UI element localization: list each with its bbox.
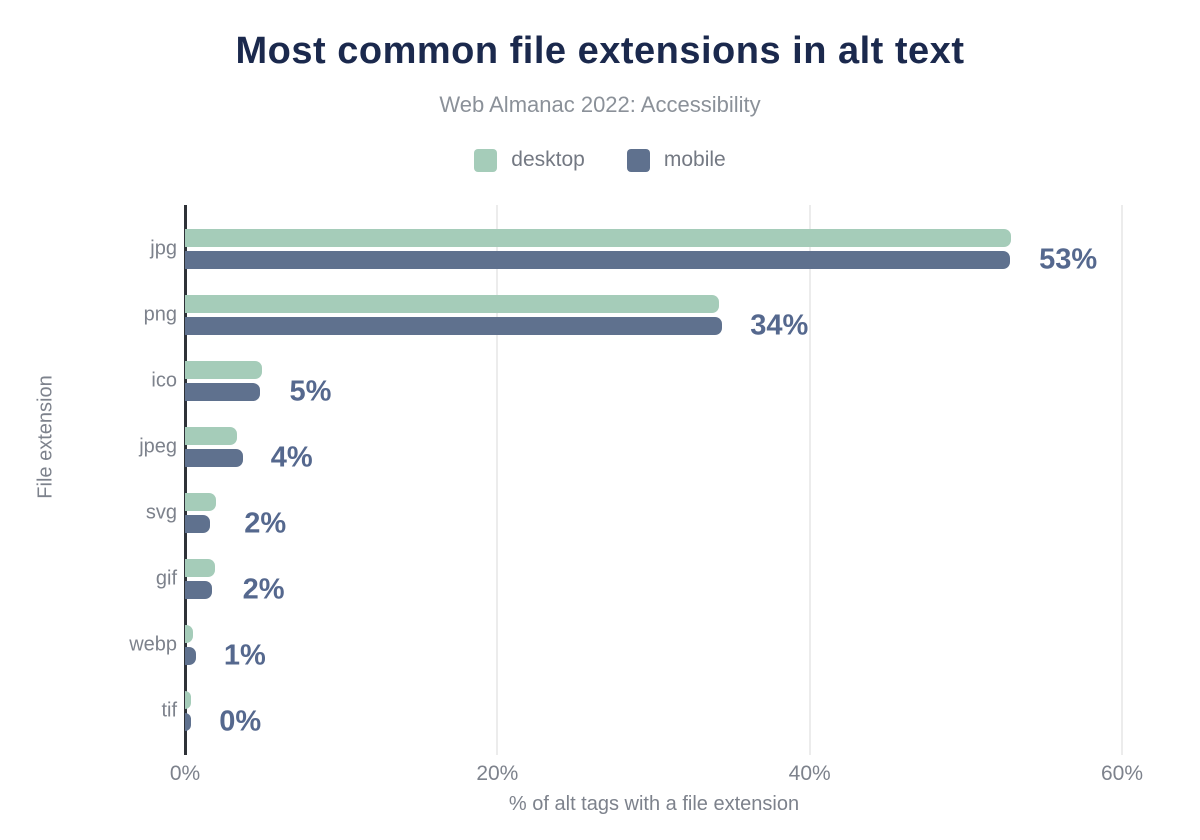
legend-item-desktop: desktop bbox=[474, 148, 585, 172]
category-label-gif: gif bbox=[155, 567, 177, 590]
value-label-ico: 5% bbox=[289, 375, 332, 408]
bar-desktop-jpeg bbox=[185, 427, 237, 445]
legend: desktop mobile bbox=[0, 148, 1200, 172]
chart-title: Most common file extensions in alt text bbox=[235, 30, 965, 72]
x-tick-label-40%: 40% bbox=[788, 762, 831, 785]
bar-desktop-ico bbox=[185, 361, 262, 379]
value-label-gif: 2% bbox=[242, 573, 285, 606]
value-label-svg: 2% bbox=[244, 507, 287, 540]
category-label-jpg: jpg bbox=[150, 237, 177, 260]
chart-subtitle: Web Almanac 2022: Accessibility bbox=[439, 92, 761, 117]
value-label-jpeg: 4% bbox=[270, 441, 313, 474]
x-tick-label-60%: 60% bbox=[1100, 762, 1144, 785]
value-label-tif: 0% bbox=[219, 705, 262, 738]
bar-mobile-png bbox=[185, 317, 723, 335]
desktop-legend-swatch bbox=[474, 148, 498, 172]
bar-mobile-svg bbox=[185, 515, 210, 533]
value-label-png: 34% bbox=[750, 309, 809, 342]
category-label-svg: svg bbox=[145, 501, 177, 524]
bar-desktop-svg bbox=[185, 493, 217, 511]
bar-desktop-webp bbox=[185, 625, 193, 643]
y-axis-title: File extension bbox=[34, 375, 57, 499]
bar-mobile-jpg bbox=[185, 251, 1010, 269]
mobile-legend-label: mobile bbox=[663, 148, 726, 171]
value-label-webp: 1% bbox=[223, 639, 266, 672]
category-label-jpeg: jpeg bbox=[139, 435, 177, 458]
x-tick-label-20%: 20% bbox=[476, 762, 519, 785]
bar-desktop-gif bbox=[185, 559, 215, 577]
bar-desktop-jpg bbox=[185, 229, 1012, 247]
category-label-ico: ico bbox=[151, 369, 177, 392]
category-label-png: png bbox=[143, 303, 177, 326]
gridline-40% bbox=[808, 205, 811, 755]
x-axis-title: % of alt tags with a file extension bbox=[508, 793, 800, 815]
category-label-tif: tif bbox=[161, 699, 177, 722]
bar-mobile-jpeg bbox=[185, 449, 243, 467]
gridline-20% bbox=[496, 205, 499, 755]
mobile-legend-swatch bbox=[626, 148, 650, 172]
bar-desktop-tif bbox=[185, 691, 192, 709]
y-axis-line bbox=[184, 205, 187, 755]
bar-mobile-webp bbox=[185, 647, 196, 665]
legend-item-mobile: mobile bbox=[626, 148, 726, 172]
category-label-webp: webp bbox=[129, 633, 177, 656]
bar-mobile-gif bbox=[185, 581, 212, 599]
x-tick-label-0%: 0% bbox=[169, 762, 201, 785]
bar-mobile-ico bbox=[185, 383, 260, 401]
gridline-60% bbox=[1121, 205, 1123, 755]
desktop-legend-label: desktop bbox=[511, 148, 585, 171]
bar-mobile-tif bbox=[185, 713, 192, 731]
bar-desktop-png bbox=[185, 295, 720, 313]
value-label-jpg: 53% bbox=[1039, 243, 1098, 276]
